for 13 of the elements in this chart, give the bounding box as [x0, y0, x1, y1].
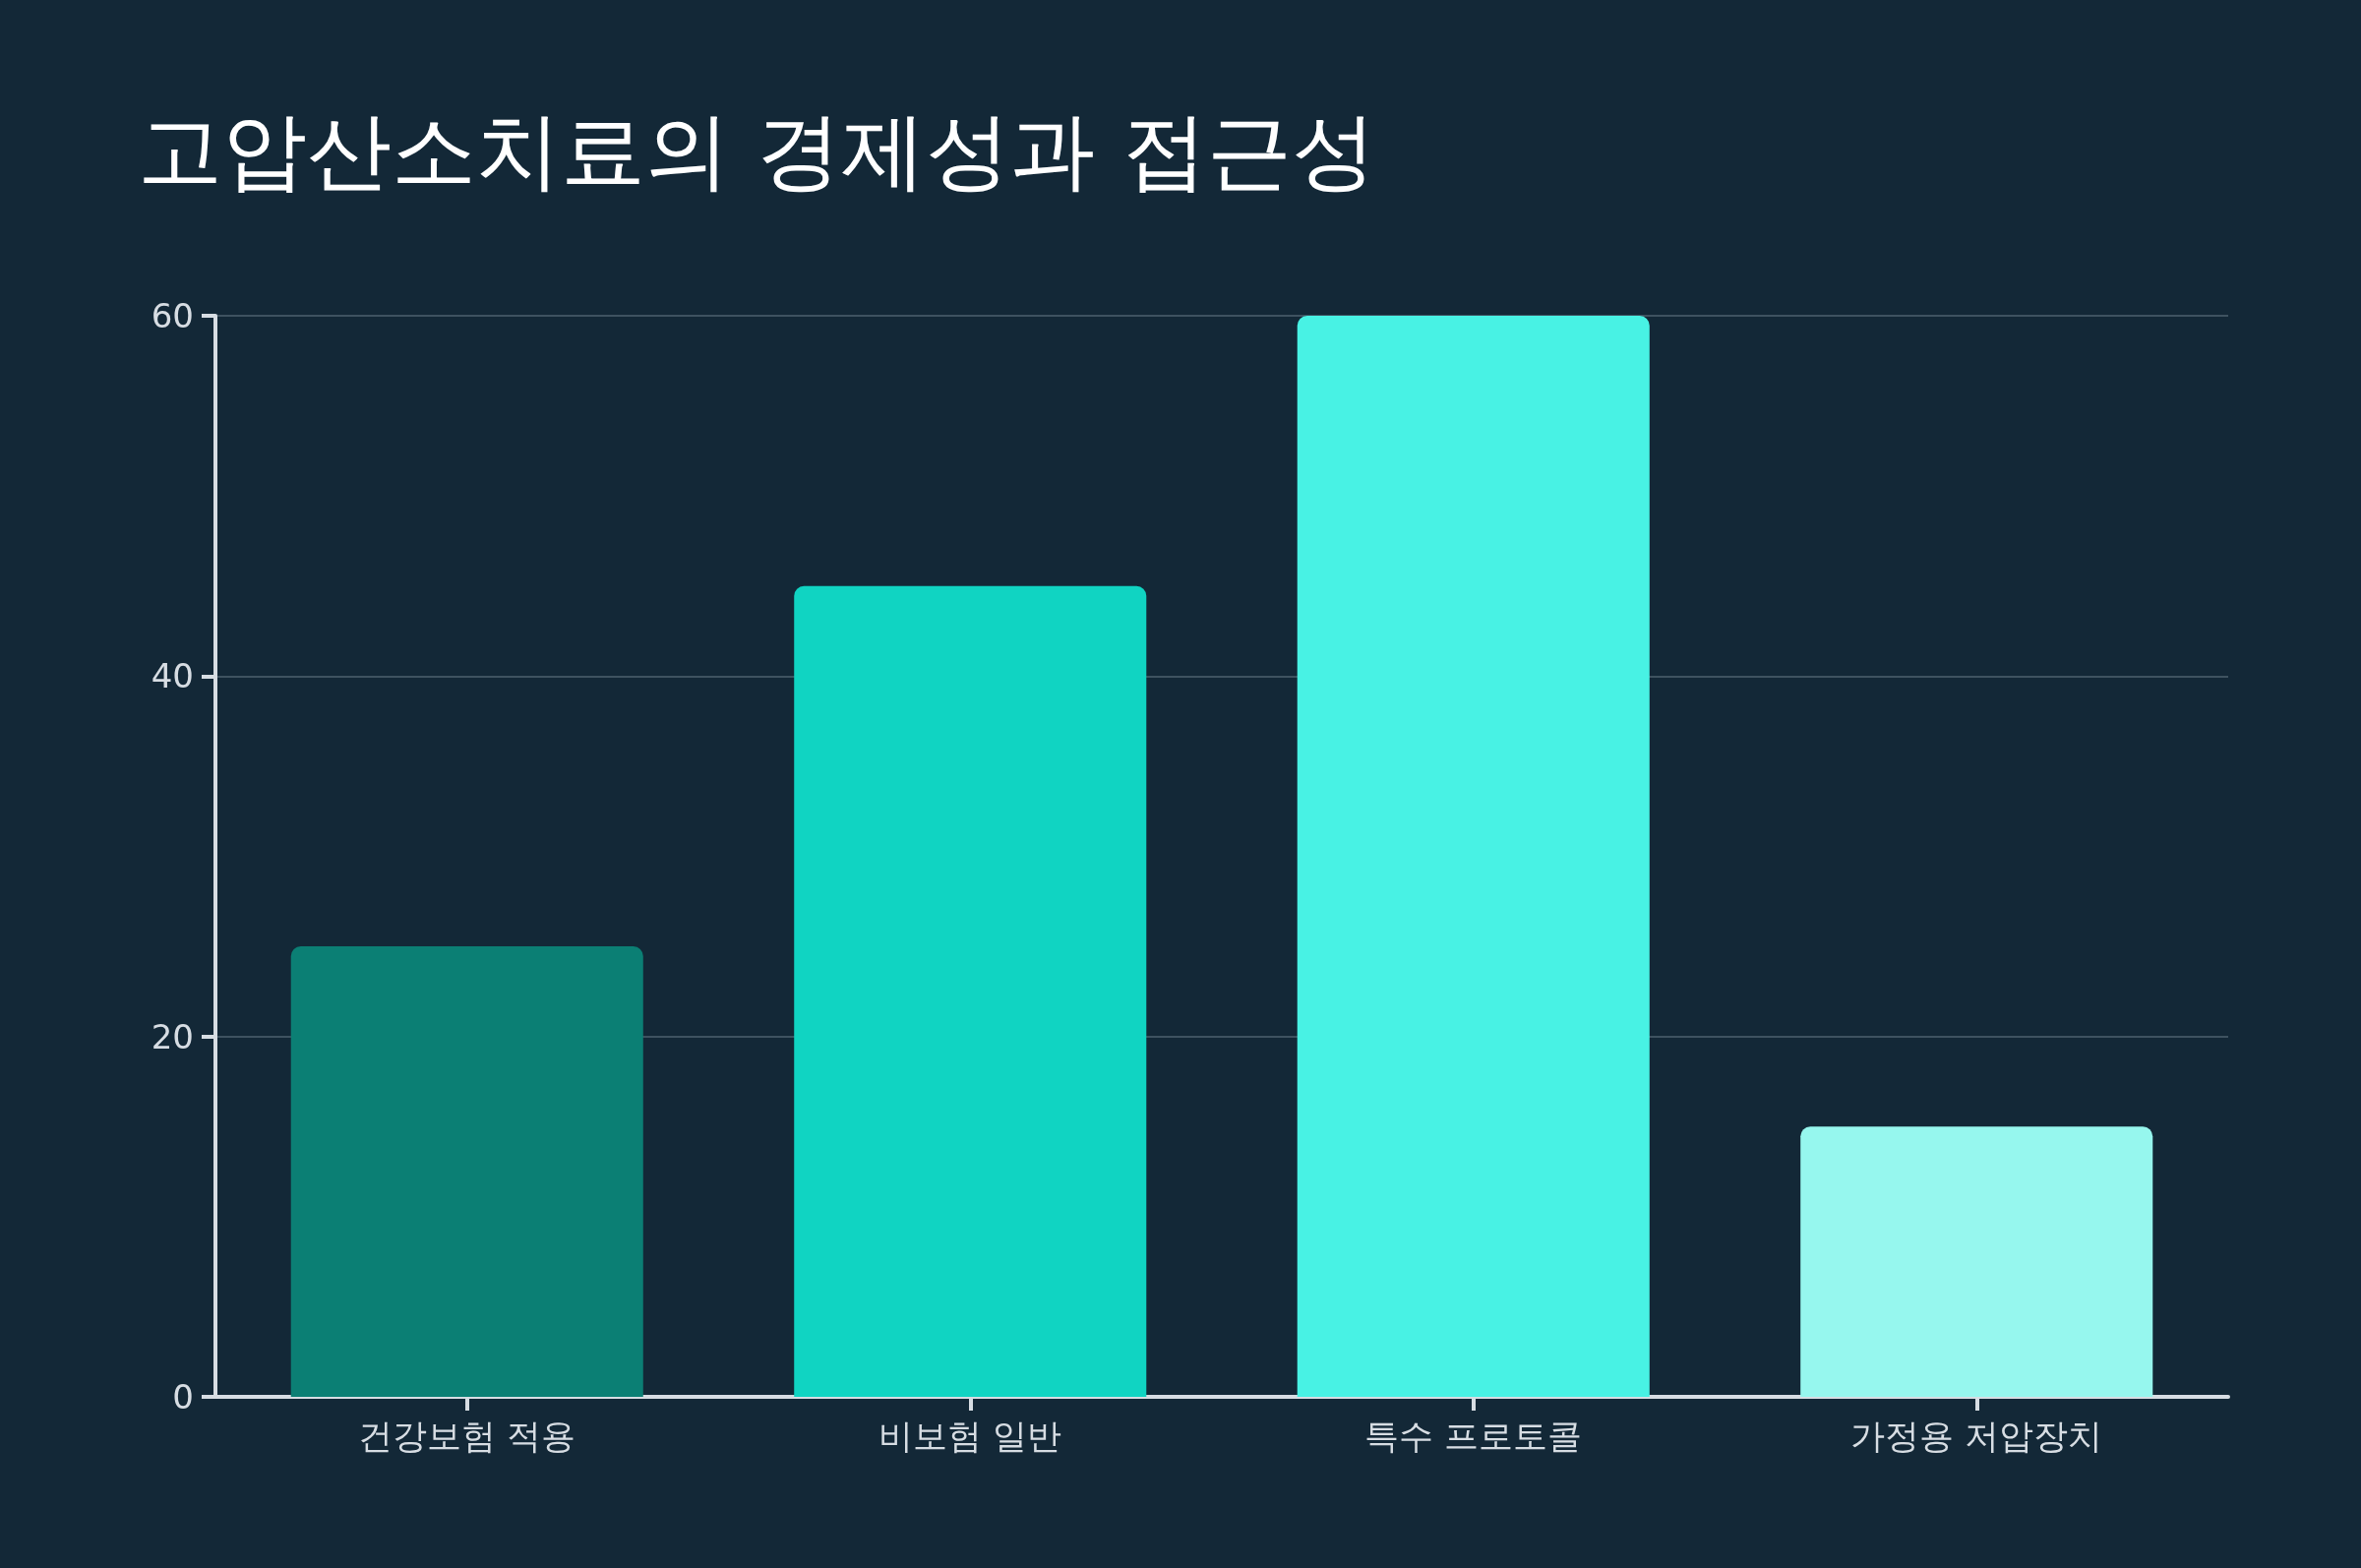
y-tick-label: 0 — [172, 1377, 194, 1417]
x-tick-label: 비보험 일반 — [878, 1416, 1062, 1456]
bar — [794, 585, 1147, 1397]
bar — [1800, 1126, 2153, 1397]
y-tick-label: 40 — [151, 656, 194, 696]
chart-title: 고압산소치료의 경제성과 접근성 — [138, 101, 1376, 200]
x-tick-label: 건강보험 적용 — [358, 1416, 576, 1456]
bar — [290, 946, 643, 1397]
x-tick-label: 특수 프로토콜 — [1364, 1416, 1583, 1456]
y-tick-label: 60 — [151, 296, 194, 335]
x-tick-label: 가정용 저압장치 — [1850, 1416, 2103, 1456]
y-tick-label: 20 — [151, 1016, 194, 1056]
bar — [1297, 316, 1650, 1397]
